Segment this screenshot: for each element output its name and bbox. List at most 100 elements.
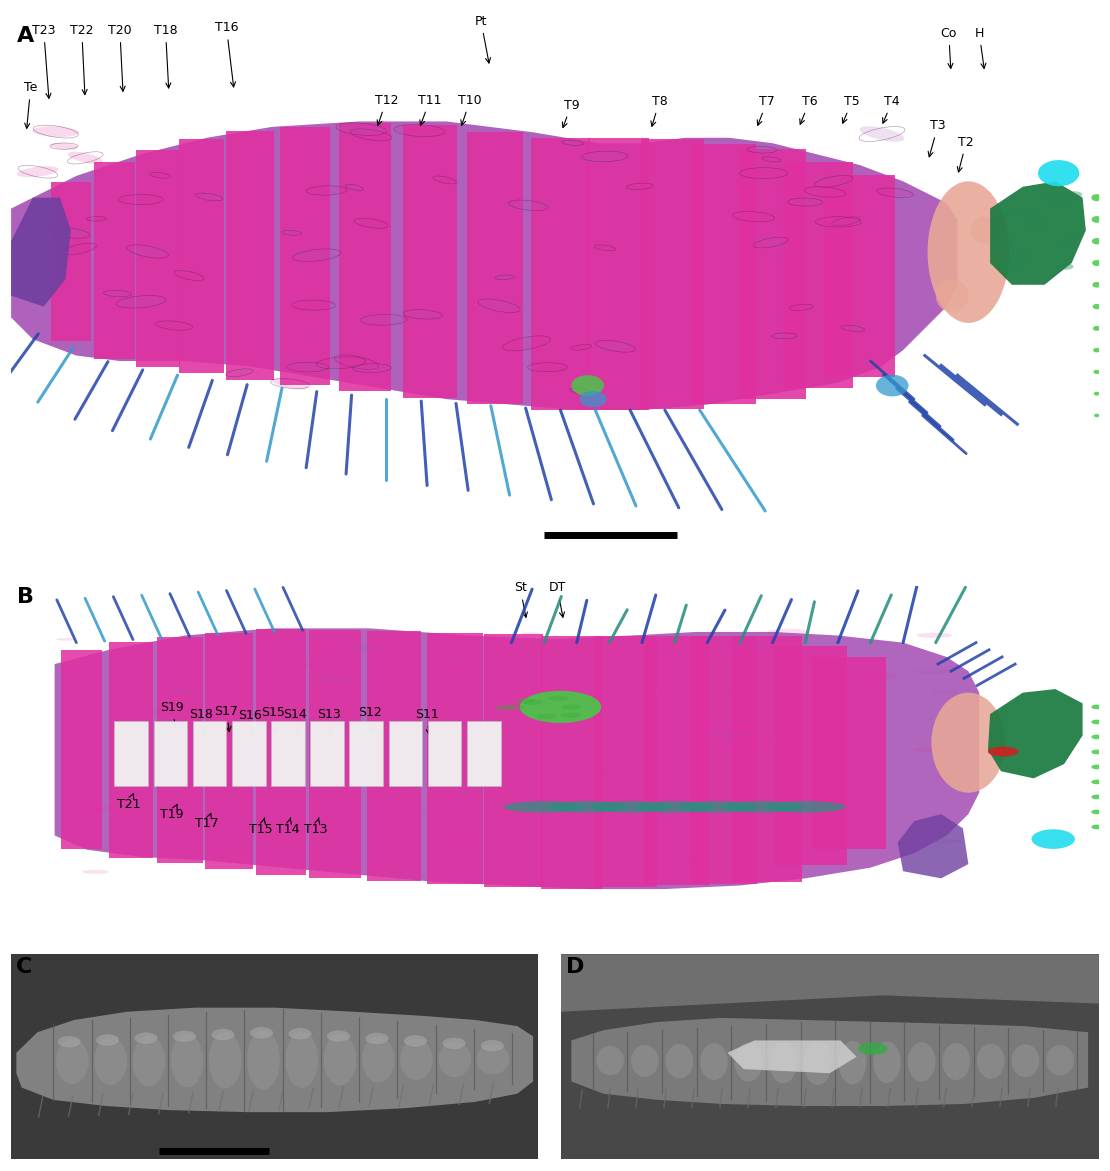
Ellipse shape (1091, 734, 1102, 739)
Ellipse shape (171, 1034, 203, 1088)
Ellipse shape (739, 167, 788, 179)
Ellipse shape (1041, 193, 1057, 200)
Ellipse shape (1015, 251, 1030, 258)
Ellipse shape (58, 1035, 81, 1048)
Ellipse shape (816, 217, 861, 227)
Text: S15: S15 (261, 706, 285, 734)
Text: T6: T6 (800, 95, 817, 124)
Ellipse shape (1092, 260, 1101, 266)
Ellipse shape (1091, 795, 1102, 800)
Ellipse shape (788, 198, 823, 206)
Text: T3: T3 (928, 119, 946, 157)
Ellipse shape (1091, 217, 1102, 222)
Ellipse shape (634, 801, 716, 813)
Ellipse shape (301, 663, 324, 666)
Ellipse shape (1091, 705, 1102, 710)
Ellipse shape (272, 377, 309, 390)
Polygon shape (51, 182, 91, 342)
Ellipse shape (815, 176, 854, 187)
Ellipse shape (613, 766, 637, 769)
Text: T14: T14 (275, 817, 300, 836)
Ellipse shape (856, 672, 898, 679)
Text: S12: S12 (359, 706, 382, 733)
Ellipse shape (1091, 749, 1102, 754)
Ellipse shape (524, 700, 544, 705)
Ellipse shape (571, 388, 591, 395)
Polygon shape (727, 1041, 857, 1073)
Ellipse shape (561, 705, 581, 710)
Ellipse shape (1064, 234, 1081, 240)
Ellipse shape (1094, 413, 1099, 417)
Ellipse shape (1038, 160, 1079, 186)
Ellipse shape (226, 369, 253, 377)
Ellipse shape (931, 691, 958, 694)
Text: T2: T2 (957, 136, 973, 172)
Text: T17: T17 (195, 814, 219, 830)
Polygon shape (204, 634, 253, 869)
Ellipse shape (394, 124, 445, 137)
Text: A: A (17, 26, 33, 46)
Ellipse shape (747, 146, 776, 153)
Ellipse shape (494, 705, 514, 711)
Text: T12: T12 (375, 94, 398, 125)
Polygon shape (61, 650, 102, 849)
Ellipse shape (831, 218, 860, 225)
Polygon shape (153, 721, 188, 786)
Ellipse shape (754, 238, 788, 248)
Text: B: B (17, 588, 33, 608)
Ellipse shape (119, 193, 162, 205)
Polygon shape (484, 635, 543, 886)
Ellipse shape (596, 1046, 624, 1075)
Polygon shape (690, 636, 757, 884)
Ellipse shape (351, 129, 392, 141)
Text: T10: T10 (458, 94, 482, 125)
Polygon shape (271, 721, 305, 786)
Ellipse shape (95, 1034, 120, 1046)
Text: T9: T9 (563, 98, 579, 128)
Ellipse shape (522, 632, 541, 635)
Polygon shape (339, 123, 391, 391)
Ellipse shape (74, 806, 117, 813)
Ellipse shape (88, 215, 105, 221)
Polygon shape (11, 122, 958, 410)
Text: Te: Te (24, 81, 38, 129)
Ellipse shape (1091, 809, 1102, 814)
Polygon shape (311, 721, 344, 786)
Ellipse shape (503, 336, 551, 351)
Ellipse shape (503, 801, 585, 813)
Ellipse shape (630, 1045, 658, 1077)
Ellipse shape (735, 1042, 763, 1082)
Ellipse shape (61, 245, 98, 254)
Ellipse shape (292, 249, 342, 261)
Ellipse shape (519, 691, 602, 723)
Ellipse shape (496, 274, 514, 280)
Text: S19: S19 (160, 701, 184, 728)
Ellipse shape (1057, 263, 1073, 269)
Text: S17: S17 (214, 705, 239, 732)
Ellipse shape (790, 303, 813, 311)
Polygon shape (988, 689, 1082, 779)
Ellipse shape (1047, 1045, 1073, 1076)
Ellipse shape (353, 219, 388, 227)
Ellipse shape (57, 638, 74, 641)
Ellipse shape (917, 632, 952, 638)
Ellipse shape (481, 1040, 504, 1052)
Ellipse shape (49, 228, 91, 238)
Ellipse shape (209, 1032, 242, 1089)
Ellipse shape (977, 1043, 1005, 1078)
Ellipse shape (476, 301, 522, 311)
Ellipse shape (1093, 326, 1100, 331)
Polygon shape (232, 721, 265, 786)
Ellipse shape (583, 150, 626, 163)
Ellipse shape (643, 690, 680, 696)
Ellipse shape (104, 289, 130, 297)
Polygon shape (541, 636, 602, 889)
Text: T21: T21 (117, 794, 140, 810)
Polygon shape (587, 138, 648, 410)
Ellipse shape (549, 696, 568, 701)
Ellipse shape (561, 713, 581, 718)
Ellipse shape (1008, 260, 1025, 266)
Ellipse shape (353, 364, 391, 372)
Text: T5: T5 (842, 95, 860, 123)
Ellipse shape (761, 157, 781, 162)
